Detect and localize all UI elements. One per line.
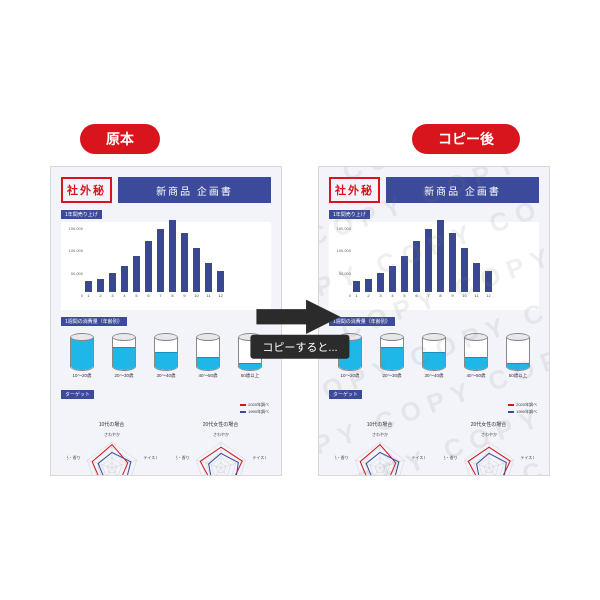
cylinder: 30～40歳: [154, 333, 178, 379]
cylinder: 40～50歳: [196, 333, 220, 379]
svg-text:さわやか: さわやか: [372, 431, 388, 437]
document-original: 社外秘 新商品 企画書 1年間売り上げ 150,000100,00050,000…: [50, 166, 282, 476]
documents-row: 社外秘 新商品 企画書 1年間売り上げ 150,000100,00050,000…: [20, 166, 580, 476]
confidential-stamp: 社外秘: [61, 177, 112, 203]
pill-copied: コピー後: [412, 124, 520, 154]
section-bar-chart: 1年間売り上げ 150,000100,00050,0000 1234567891…: [329, 210, 539, 310]
svg-text:色・香り: 色・香り: [335, 454, 349, 460]
section-cylinders: 1週間の消費量（年齢別） 10～20歳 20～30歳 30～40歳 40～50歳…: [61, 317, 271, 383]
cylinder: 30～40歳: [422, 333, 446, 379]
pill-row: 原本 コピー後: [20, 124, 580, 154]
radar-chart: さわやかテイストカロリーオフのどごし色・香り: [67, 430, 157, 476]
radar-chart: さわやかテイストカロリーオフのどごし色・香り: [335, 430, 425, 476]
cylinder: 20～30歳: [380, 333, 404, 379]
section-radar: ターゲット 2020年調べ1990年調べ 10代の場合さわやかテイストカロリーオ…: [61, 390, 271, 476]
svg-text:さわやか: さわやか: [213, 431, 229, 437]
doc-title: 新商品 企画書: [386, 177, 539, 203]
doc-title: 新商品 企画書: [118, 177, 271, 203]
svg-text:色・香り: 色・香り: [444, 454, 458, 460]
arrow-right-icon: [250, 296, 346, 338]
svg-text:さわやか: さわやか: [481, 431, 497, 437]
arrow-caption: コピーすると...: [250, 335, 349, 359]
svg-text:色・香り: 色・香り: [67, 454, 81, 460]
bar-chart: 150,000100,00050,0000 123456789101112: [329, 222, 539, 310]
cylinder: 40～50歳: [464, 333, 488, 379]
arrow-block: コピーすると...: [250, 296, 349, 359]
section-bar-chart: 1年間売り上げ 150,000100,00050,0000 1234567891…: [61, 210, 271, 310]
svg-text:色・香り: 色・香り: [176, 454, 190, 460]
svg-text:テイスト: テイスト: [411, 454, 425, 460]
section-cylinders: 1週間の消費量（年齢別） 10～20歳 20～30歳 30～40歳 40～50歳…: [329, 317, 539, 383]
radar-chart: さわやかテイストカロリーオフのどごし色・香り: [444, 430, 534, 476]
pill-original: 原本: [80, 124, 160, 154]
radar-chart: さわやかテイストカロリーオフのどごし色・香り: [176, 430, 266, 476]
svg-text:テイスト: テイスト: [143, 454, 157, 460]
cylinder: 50歳以上: [506, 333, 530, 379]
bar-chart: 150,000100,00050,0000 123456789101112: [61, 222, 271, 310]
section-radar: ターゲット 2020年調べ1990年調べ 10代の場合さわやかテイストカロリーオ…: [329, 390, 539, 476]
document-copied: 社外秘 新商品 企画書 1年間売り上げ 150,000100,00050,000…: [318, 166, 550, 476]
svg-text:テイスト: テイスト: [252, 454, 266, 460]
cylinder: 20～30歳: [112, 333, 136, 379]
svg-text:さわやか: さわやか: [104, 431, 120, 437]
svg-text:テイスト: テイスト: [520, 454, 534, 460]
cylinder: 10～20歳: [70, 333, 94, 379]
confidential-stamp: 社外秘: [329, 177, 380, 203]
